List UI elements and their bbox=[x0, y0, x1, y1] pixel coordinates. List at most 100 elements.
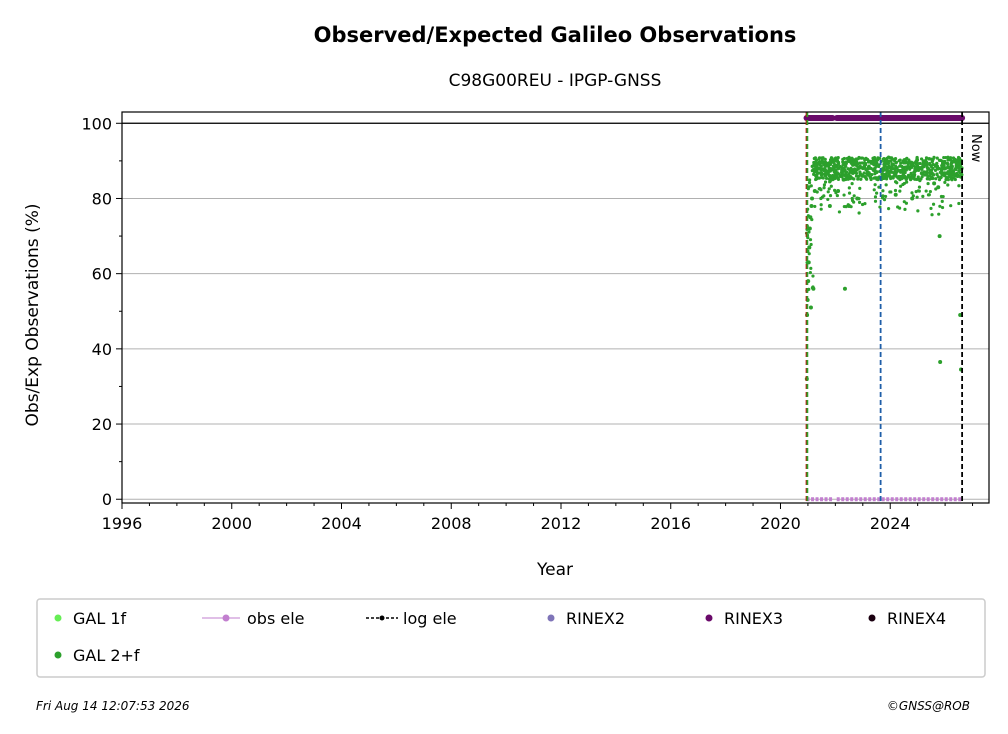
gal2f-point bbox=[849, 157, 853, 161]
legend-label-3: RINEX2 bbox=[566, 609, 625, 628]
gal2f-point bbox=[942, 171, 946, 175]
gal2f-point bbox=[807, 252, 811, 256]
gal2f-point bbox=[824, 173, 828, 178]
gal2f-point-28 bbox=[901, 158, 906, 163]
gal2f-point bbox=[939, 176, 943, 180]
gal2f-point-29 bbox=[910, 196, 915, 201]
gal2f-point bbox=[809, 266, 813, 270]
plot-frame bbox=[121, 111, 990, 504]
gal2f-point-23 bbox=[866, 166, 871, 171]
gal2f-point bbox=[819, 207, 823, 211]
gal2f-point bbox=[868, 175, 872, 180]
x-tick-label-1996: 1996 bbox=[102, 514, 143, 533]
x-tick-label-2000: 2000 bbox=[211, 514, 252, 533]
gal2f-point bbox=[857, 155, 861, 160]
gal2f-point-16 bbox=[827, 203, 832, 208]
gal2f-point-22 bbox=[860, 173, 865, 178]
gal2f-point bbox=[841, 157, 845, 161]
gal2f-point bbox=[958, 160, 962, 164]
legend-label-1: obs ele bbox=[247, 609, 305, 628]
gal2f-point bbox=[888, 156, 892, 160]
gal2f-point bbox=[824, 176, 829, 180]
gal2f-point bbox=[857, 174, 861, 179]
gal2f-point bbox=[956, 165, 960, 169]
gal2f-point-14 bbox=[816, 166, 821, 171]
gal2f-point bbox=[828, 194, 833, 198]
gal2f-point bbox=[917, 185, 922, 189]
gal2f-point bbox=[946, 162, 950, 166]
gal2f-point bbox=[878, 205, 882, 209]
legend-marker-5 bbox=[868, 614, 876, 622]
legend-marker-0 bbox=[54, 614, 62, 622]
gal2f-point bbox=[885, 167, 889, 171]
gal2f-point bbox=[833, 165, 837, 169]
gal2f-point bbox=[844, 170, 848, 174]
gal2f-point bbox=[912, 174, 916, 178]
x-tick-label-2004: 2004 bbox=[321, 514, 362, 533]
gal2f-point bbox=[915, 156, 919, 160]
gal2f-point bbox=[837, 210, 842, 214]
gal2f-point bbox=[900, 176, 904, 180]
gal2f-point bbox=[946, 164, 950, 169]
gal2f-point bbox=[915, 161, 919, 165]
gal2f-point bbox=[863, 161, 867, 165]
gal2f-point-31 bbox=[923, 162, 928, 167]
gal2f-point bbox=[884, 194, 888, 199]
gal2f-point bbox=[835, 159, 839, 163]
gal2f-point bbox=[837, 162, 841, 166]
legend-label-6: GAL 2+f bbox=[73, 646, 140, 665]
gal2f-point bbox=[835, 193, 839, 198]
gal2f-point bbox=[832, 158, 836, 163]
gal2f-point-21 bbox=[855, 196, 860, 201]
gal2f-point bbox=[921, 194, 925, 198]
gal2f-point bbox=[916, 189, 920, 193]
gal2f-point bbox=[891, 176, 895, 180]
gal2f-point bbox=[829, 184, 833, 188]
legend-label-2: log ele bbox=[403, 609, 457, 628]
gal2f-point bbox=[856, 177, 860, 181]
legend-marker-3 bbox=[547, 614, 555, 622]
gal2f-point bbox=[810, 164, 814, 169]
gal2f-point bbox=[940, 205, 945, 210]
gal2f-point bbox=[934, 177, 938, 181]
gal2f-point-11 bbox=[811, 286, 816, 291]
gal2f-point bbox=[837, 166, 841, 170]
gal2f-point bbox=[897, 159, 901, 163]
gal2f-point-24 bbox=[874, 170, 879, 175]
gal2f-point bbox=[865, 157, 870, 162]
gal2f-point bbox=[909, 160, 914, 164]
gal2f-point bbox=[882, 198, 887, 202]
gal2f-point bbox=[935, 172, 939, 176]
gal2f-point bbox=[827, 187, 831, 191]
gal2f-point bbox=[832, 161, 836, 165]
gal2f-point bbox=[898, 206, 902, 210]
y-tick-label-100: 100 bbox=[81, 114, 112, 133]
gal2f-point bbox=[916, 175, 920, 179]
gal2f-point bbox=[829, 160, 833, 164]
gal2f-point bbox=[822, 186, 826, 190]
gal2f-point bbox=[881, 157, 885, 161]
gal2f-point-36 bbox=[943, 166, 948, 171]
gal2f-point bbox=[816, 161, 821, 165]
axis-ticks: 0 20 40 60 80 100 1996 2000 2004 2008 2012 2016 2020… bbox=[81, 114, 974, 533]
gal2f-point-38 bbox=[954, 158, 959, 163]
gal2f-point bbox=[957, 156, 962, 161]
gal2f-point bbox=[929, 176, 933, 180]
gal2f-point bbox=[924, 189, 928, 193]
gal2f-point bbox=[907, 174, 911, 178]
legend-label-4: RINEX3 bbox=[724, 609, 783, 628]
gal2f-point bbox=[871, 161, 875, 166]
gal2f-point bbox=[930, 168, 934, 172]
gal2f-point-17 bbox=[836, 188, 841, 193]
gal2f-point bbox=[902, 167, 906, 171]
gal2f-point bbox=[821, 176, 825, 180]
gal2f-point bbox=[885, 160, 889, 164]
gal2f-point bbox=[814, 158, 819, 162]
gal2f-point bbox=[858, 161, 862, 165]
gal2f-point bbox=[888, 169, 892, 173]
gal2f-point bbox=[812, 161, 816, 165]
chart-title: Observed/Expected Galileo Observations bbox=[314, 23, 797, 47]
gal2f-point-20 bbox=[847, 203, 852, 208]
gal2f-point bbox=[910, 191, 914, 195]
